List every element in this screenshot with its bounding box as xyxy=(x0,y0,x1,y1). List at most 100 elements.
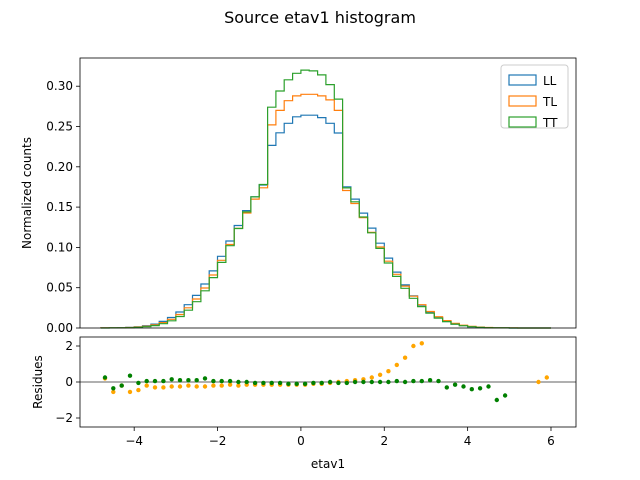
residues-y-tick-label: 0 xyxy=(65,375,73,389)
residue-point xyxy=(402,379,408,385)
residue-point xyxy=(394,378,399,384)
residues-x-ticks: −4 −2 0 2 4 6 xyxy=(125,427,555,448)
residue-point xyxy=(352,379,358,385)
residue-point xyxy=(136,387,141,393)
residue-point xyxy=(452,382,458,387)
legend-swatch-tl xyxy=(508,95,537,107)
histogram-y-tick-label: 0.00 xyxy=(46,321,73,335)
residues-x-tick-label: 0 xyxy=(297,434,305,448)
residue-point xyxy=(461,384,466,389)
histogram-y-ticks: 0.00 0.05 0.10 0.15 0.20 0.25 0.30 xyxy=(46,79,80,335)
histogram-y-tick-label: 0.10 xyxy=(46,240,73,254)
residues-x-tick-label: −4 xyxy=(125,434,143,448)
residue-point xyxy=(386,379,391,385)
histogram-background xyxy=(80,58,576,328)
residue-point xyxy=(402,355,408,360)
residue-point xyxy=(536,379,541,385)
residues-x-tick-label: −2 xyxy=(209,434,227,448)
residue-point xyxy=(419,378,424,384)
residue-point xyxy=(294,381,299,386)
residue-point xyxy=(169,384,174,389)
residue-point xyxy=(369,379,374,385)
legend-label-ll: LL xyxy=(543,74,557,88)
residues-x-tick-label: 6 xyxy=(547,434,555,448)
residue-point xyxy=(227,382,233,387)
histogram-y-tick-label: 0.20 xyxy=(46,160,73,174)
residue-point xyxy=(469,387,474,392)
residues-y-tick-label: −2 xyxy=(55,411,73,425)
residue-point xyxy=(269,380,274,386)
residue-point xyxy=(194,384,199,389)
residue-point xyxy=(194,378,199,383)
residue-point xyxy=(411,378,416,384)
residue-point xyxy=(186,378,191,383)
residue-point xyxy=(227,378,233,384)
residue-point xyxy=(161,378,166,384)
residue-point xyxy=(111,386,116,391)
residue-point xyxy=(119,383,124,388)
residue-point xyxy=(236,383,241,388)
residue-point xyxy=(236,379,241,385)
residue-point xyxy=(361,379,366,385)
residue-point xyxy=(277,380,283,386)
residues-y-label: Residues xyxy=(31,355,45,409)
residue-point xyxy=(419,341,424,346)
histogram-y-label: Normalized counts xyxy=(20,137,34,249)
residue-point xyxy=(436,378,441,384)
residue-point xyxy=(219,383,224,388)
residue-point xyxy=(394,362,399,368)
figure-title: Source etav1 histogram xyxy=(224,8,416,27)
residue-point xyxy=(127,373,133,378)
residues-points xyxy=(102,341,549,403)
residue-point xyxy=(169,377,174,382)
residue-point xyxy=(202,384,208,389)
residue-point xyxy=(111,389,116,395)
residue-point xyxy=(144,383,149,388)
residue-point xyxy=(311,380,316,386)
residue-point xyxy=(477,386,483,391)
residue-point xyxy=(444,385,449,390)
residue-point xyxy=(302,381,308,386)
residue-point xyxy=(336,380,341,386)
histogram-line-tt xyxy=(100,69,551,329)
residues-x-label: etav1 xyxy=(311,457,345,471)
legend-label-tt: TT xyxy=(542,116,558,130)
residue-point xyxy=(152,385,158,390)
residue-point xyxy=(494,397,499,403)
histogram-y-tick-label: 0.30 xyxy=(46,79,73,93)
residue-point xyxy=(177,378,183,383)
residues-x-tick-label: 2 xyxy=(380,434,388,448)
histogram-y-tick-label: 0.05 xyxy=(46,281,73,295)
residue-point xyxy=(369,375,374,380)
legend: LL TL TT xyxy=(500,64,569,130)
residues-y-tick-label: 2 xyxy=(65,339,73,353)
legend-swatch-tt xyxy=(508,116,537,128)
histogram-frame xyxy=(79,57,577,329)
residue-point xyxy=(127,389,133,395)
legend-swatch-ll xyxy=(508,74,537,86)
histogram-y-tick-label: 0.15 xyxy=(46,200,73,214)
residue-point xyxy=(344,380,349,386)
residues-y-ticks: −2 0 2 xyxy=(55,339,80,425)
residue-point xyxy=(102,375,108,380)
residue-point xyxy=(252,380,258,386)
residue-point xyxy=(386,369,391,374)
residue-point xyxy=(286,381,291,386)
histogram-panel: 0.00 0.05 0.10 0.15 0.20 0.25 0.30 Normalized … xyxy=(20,57,577,335)
histogram-series xyxy=(100,69,551,329)
residue-point xyxy=(211,378,216,384)
residues-frame xyxy=(79,336,577,428)
residue-point xyxy=(427,378,433,383)
residue-point xyxy=(327,379,333,385)
residue-point xyxy=(152,378,158,384)
residue-point xyxy=(136,380,141,386)
residue-point xyxy=(411,343,416,349)
histogram-y-tick-label: 0.25 xyxy=(46,120,73,134)
residue-point xyxy=(177,384,183,389)
residues-panel: −2 0 2 −4 −2 0 2 4 6 Residues etav1 xyxy=(31,336,577,471)
residue-point xyxy=(544,375,549,380)
residue-point xyxy=(161,385,166,390)
residue-point xyxy=(486,384,491,389)
residue-point xyxy=(502,393,508,398)
